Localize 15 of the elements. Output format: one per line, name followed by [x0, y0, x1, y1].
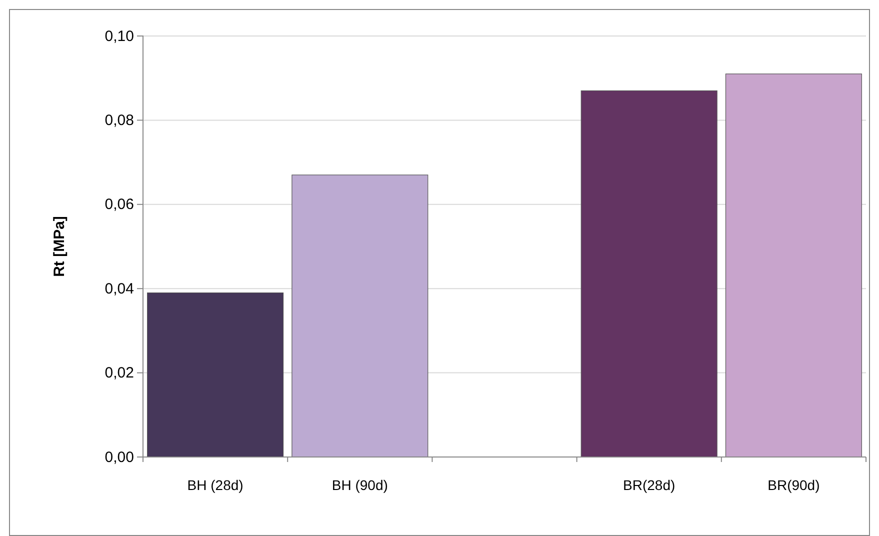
y-tick-label: 0,06 — [104, 196, 134, 214]
y-tick-label: 0,04 — [104, 280, 134, 298]
bar — [292, 174, 428, 458]
y-tick-label: 0,10 — [104, 28, 134, 45]
x-tick-label: BH (90d) — [332, 477, 388, 493]
x-tick-label: BR(28d) — [623, 477, 676, 493]
bar — [580, 90, 718, 458]
bar — [725, 74, 862, 458]
x-tick-label: BH (28d) — [187, 477, 244, 493]
x-tick-label: BR(90d) — [768, 477, 820, 493]
y-tick-label: 0,00 — [104, 448, 134, 466]
y-axis-title: Rt [MPa] — [51, 216, 68, 277]
y-tick-label: 0,02 — [104, 364, 134, 382]
bar — [147, 292, 284, 458]
y-tick-label: 0,08 — [104, 112, 134, 129]
